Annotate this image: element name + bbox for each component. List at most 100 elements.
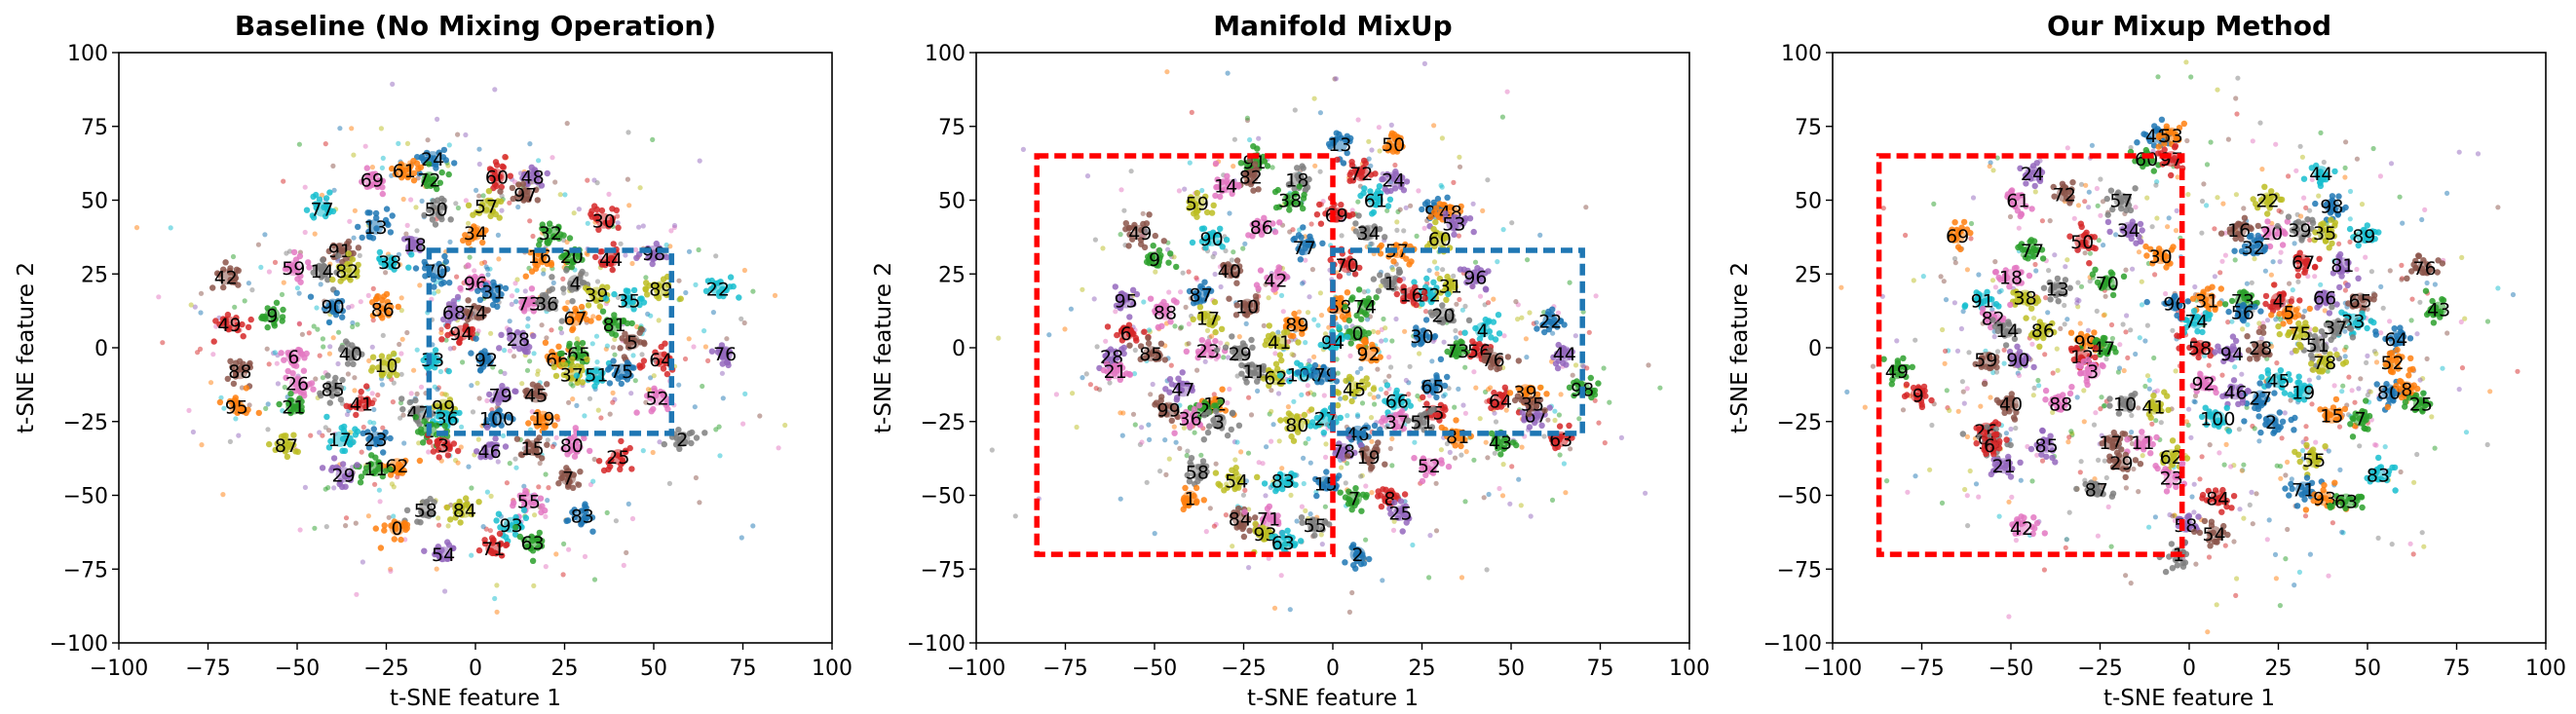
scatter-point — [281, 178, 286, 184]
scatter-point — [1481, 495, 1487, 501]
cluster-point — [662, 340, 668, 347]
cluster-point — [245, 323, 252, 331]
cluster-label: 79 — [489, 386, 512, 407]
scatter-point — [1397, 207, 1403, 212]
scatter-point — [284, 250, 289, 256]
scatter-point — [1471, 457, 1477, 463]
cluster-point — [1504, 354, 1512, 360]
cluster-label: 62 — [1264, 367, 1287, 389]
scatter-point — [1363, 537, 1369, 543]
cluster-point — [387, 434, 394, 442]
scatter-point — [426, 449, 432, 455]
x-tick-label: −25 — [363, 657, 408, 681]
scatter-point — [750, 288, 756, 294]
cluster-label: 14 — [1214, 175, 1237, 197]
cluster-point — [1443, 296, 1450, 303]
scatter-point — [1556, 412, 1562, 418]
scatter-point — [1447, 449, 1453, 455]
scatter-point — [476, 161, 482, 168]
cluster-point — [454, 447, 462, 455]
cluster-label: 97 — [513, 184, 537, 206]
cluster-point — [1162, 386, 1169, 393]
scatter-point — [625, 501, 631, 507]
scatter-point — [513, 465, 519, 470]
scatter-point — [1285, 404, 1291, 410]
x-tick-label: 75 — [730, 657, 757, 681]
scatter-point — [230, 253, 237, 260]
scatter-point — [472, 268, 477, 274]
scatter-point — [1303, 340, 1308, 346]
scatter-point — [1238, 449, 1244, 455]
scatter-point — [432, 290, 437, 296]
scatter-point — [365, 513, 371, 519]
scatter-point — [458, 444, 464, 450]
scatter-point — [1234, 439, 1240, 445]
scatter-point — [537, 461, 543, 467]
y-tick-label: 50 — [81, 190, 108, 214]
scatter-point — [1299, 504, 1305, 509]
cluster-point — [1375, 287, 1383, 294]
cluster-label: 60 — [485, 167, 509, 188]
x-tick-label: −50 — [275, 657, 320, 681]
cluster-label: 38 — [1278, 191, 1302, 212]
cluster-point — [1444, 373, 1451, 381]
cluster-point — [542, 339, 549, 346]
cluster-point — [441, 252, 448, 260]
scatter-point — [1501, 333, 1507, 339]
cluster-label: 13 — [1328, 134, 1351, 156]
scatter-point — [1269, 165, 1275, 170]
scatter-point — [1263, 493, 1269, 499]
scatter-point — [1422, 309, 1429, 315]
cluster-point — [1278, 357, 1285, 364]
cluster-6: 6 — [1104, 321, 1152, 345]
scatter-point — [476, 146, 482, 152]
cluster-label: 72 — [1349, 164, 1373, 185]
cluster-point — [556, 350, 564, 357]
cluster-point — [529, 557, 537, 564]
scatter-point — [321, 344, 326, 350]
cluster-point — [333, 289, 340, 296]
scatter-point — [396, 251, 401, 257]
cluster-point — [484, 424, 491, 431]
scatter-point — [629, 260, 635, 267]
cluster-point — [677, 295, 684, 302]
scatter-point — [1301, 480, 1307, 487]
scatter-point — [650, 449, 656, 456]
scatter-point — [312, 231, 318, 237]
cluster-point — [595, 315, 602, 321]
scatter-point — [355, 321, 360, 327]
cluster-point — [323, 413, 330, 421]
cluster-point — [1319, 240, 1326, 246]
scatter-point — [1091, 296, 1097, 302]
cluster-label: 3 — [1213, 412, 1225, 433]
scatter-point — [1080, 286, 1085, 292]
scatter-point — [594, 180, 600, 186]
scatter-point — [1323, 441, 1329, 447]
scatter-point — [1186, 321, 1192, 327]
cluster-point — [1420, 394, 1426, 400]
cluster-label: 18 — [403, 235, 427, 256]
scatter-point — [1164, 69, 1170, 75]
scatter-point — [432, 384, 437, 390]
scatter-point — [343, 523, 349, 529]
scatter-point — [315, 326, 321, 332]
scatter-point — [741, 267, 748, 274]
scatter-point — [568, 381, 574, 387]
scatter-point — [1369, 147, 1375, 153]
scatter-point — [1194, 367, 1200, 373]
scatter-point — [272, 259, 279, 265]
cluster-point — [247, 316, 254, 323]
scatter-point — [1439, 135, 1445, 141]
scatter-point — [610, 345, 617, 351]
scatter-point — [1394, 227, 1400, 233]
scatter-point — [1484, 567, 1490, 573]
scatter-point — [1141, 299, 1147, 305]
scatter-point — [1462, 410, 1468, 416]
cluster-86: 86 — [369, 290, 401, 321]
scatter-point — [1518, 503, 1524, 508]
scatter-point — [1157, 469, 1163, 474]
scatter-point — [1245, 450, 1252, 456]
x-tick-label: 0 — [469, 657, 482, 681]
cluster-95: 95 — [216, 385, 262, 419]
scatter-point — [362, 143, 368, 149]
